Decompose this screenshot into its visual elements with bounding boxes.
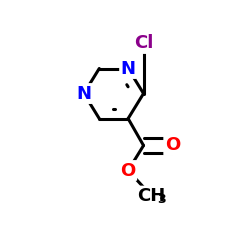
Text: N: N <box>76 84 91 102</box>
Text: O: O <box>120 162 136 180</box>
Text: O: O <box>165 136 180 154</box>
Text: CH: CH <box>137 186 165 204</box>
Text: N: N <box>120 60 136 78</box>
Text: Cl: Cl <box>134 34 153 52</box>
Text: 3: 3 <box>158 193 166 206</box>
